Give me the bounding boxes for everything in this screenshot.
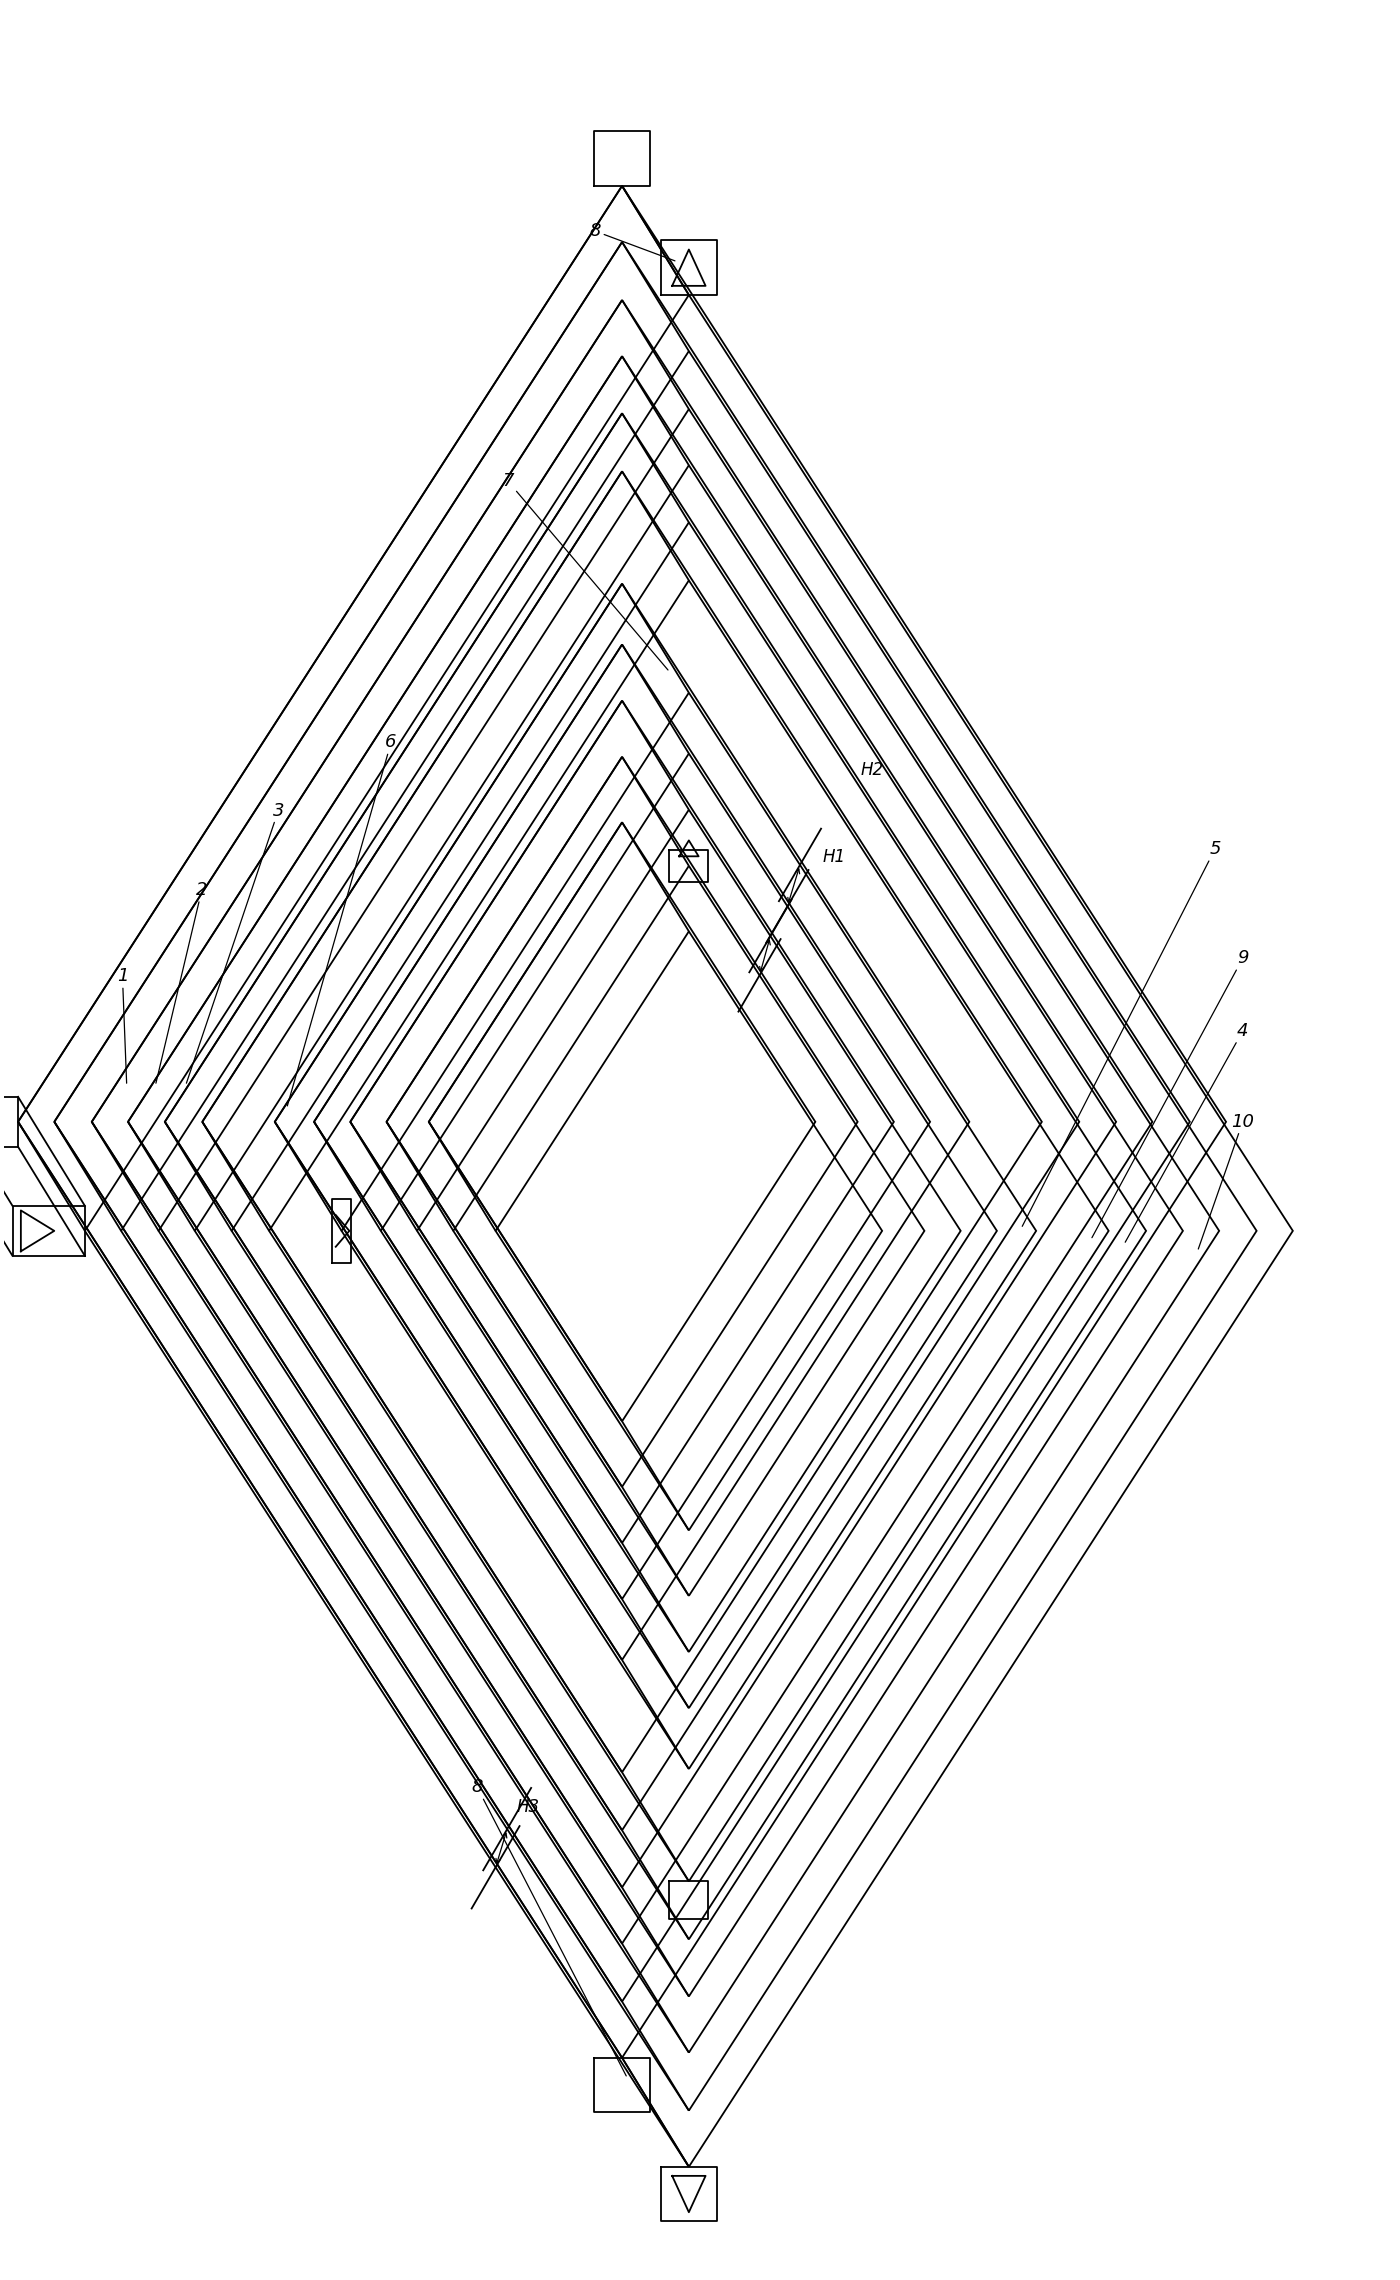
Text: 1: 1 bbox=[116, 967, 129, 1083]
Text: 2: 2 bbox=[155, 880, 207, 1083]
Text: 8: 8 bbox=[589, 223, 675, 260]
Text: 6: 6 bbox=[287, 734, 396, 1106]
Text: 8: 8 bbox=[472, 1778, 626, 2075]
Text: 7: 7 bbox=[503, 472, 668, 670]
Text: 5: 5 bbox=[1022, 841, 1221, 1227]
Text: 10: 10 bbox=[1198, 1113, 1254, 1249]
Text: H1: H1 bbox=[822, 848, 846, 866]
Text: H2: H2 bbox=[861, 762, 883, 780]
Text: H3: H3 bbox=[517, 1799, 540, 1815]
Text: 4: 4 bbox=[1126, 1021, 1249, 1243]
Text: 9: 9 bbox=[1092, 948, 1249, 1238]
Text: 3: 3 bbox=[186, 803, 284, 1083]
